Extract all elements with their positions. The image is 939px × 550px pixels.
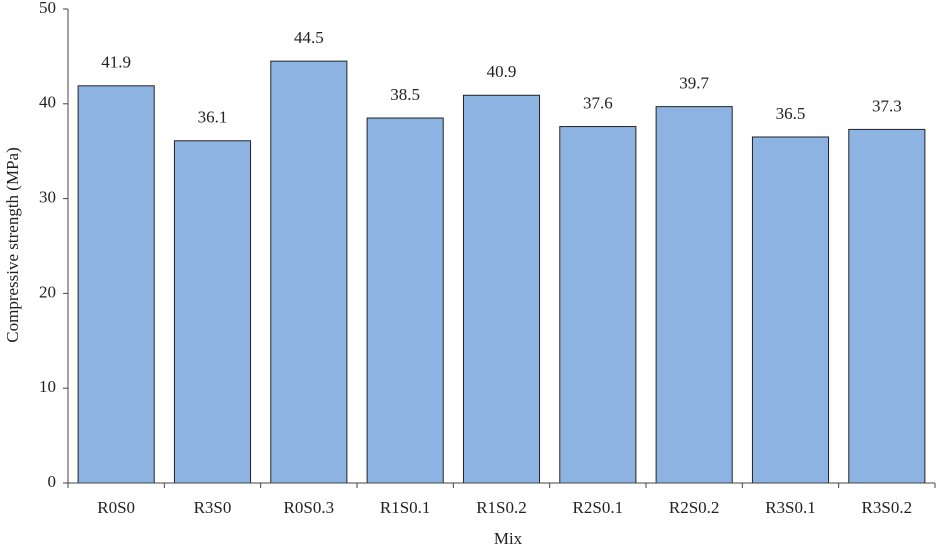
bar	[848, 128, 926, 484]
x-tick-label: R3S0	[194, 498, 232, 517]
x-tick-label: R0S0	[97, 498, 135, 517]
x-tick-label: R3S0.1	[765, 498, 816, 517]
y-tick-label: 0	[48, 472, 57, 491]
data-label: 37.3	[872, 96, 902, 115]
data-label: 38.5	[390, 85, 420, 104]
data-label: 36.1	[198, 108, 228, 127]
data-label: 44.5	[294, 28, 324, 47]
bar	[366, 117, 444, 484]
x-tick-label: R2S0.2	[669, 498, 720, 517]
y-tick-label: 20	[39, 282, 56, 301]
data-label: 37.6	[583, 93, 613, 112]
x-tick-label: R1S0.1	[380, 498, 431, 517]
bar	[655, 106, 733, 484]
data-label: 40.9	[487, 62, 517, 81]
bar	[270, 60, 348, 484]
x-tick-label: R1S0.2	[476, 498, 527, 517]
bar	[77, 85, 155, 484]
y-tick-label: 30	[39, 188, 56, 207]
data-label: 41.9	[101, 53, 131, 72]
data-label: 39.7	[679, 74, 709, 93]
data-label: 36.5	[776, 104, 806, 123]
y-axis-label: Compressive strength (MPa)	[3, 147, 22, 342]
bar	[559, 126, 637, 484]
bar	[173, 140, 252, 484]
y-tick-label: 40	[39, 93, 56, 112]
x-axis-label: Mix	[494, 529, 523, 548]
x-tick-label: R2S0.1	[573, 498, 624, 517]
x-tick-label: R0S0.3	[284, 498, 335, 517]
y-tick-label: 50	[39, 0, 56, 17]
y-tick-label: 10	[39, 377, 56, 396]
x-tick-label: R3S0.2	[862, 498, 913, 517]
bar	[751, 136, 830, 484]
bar	[462, 94, 541, 484]
